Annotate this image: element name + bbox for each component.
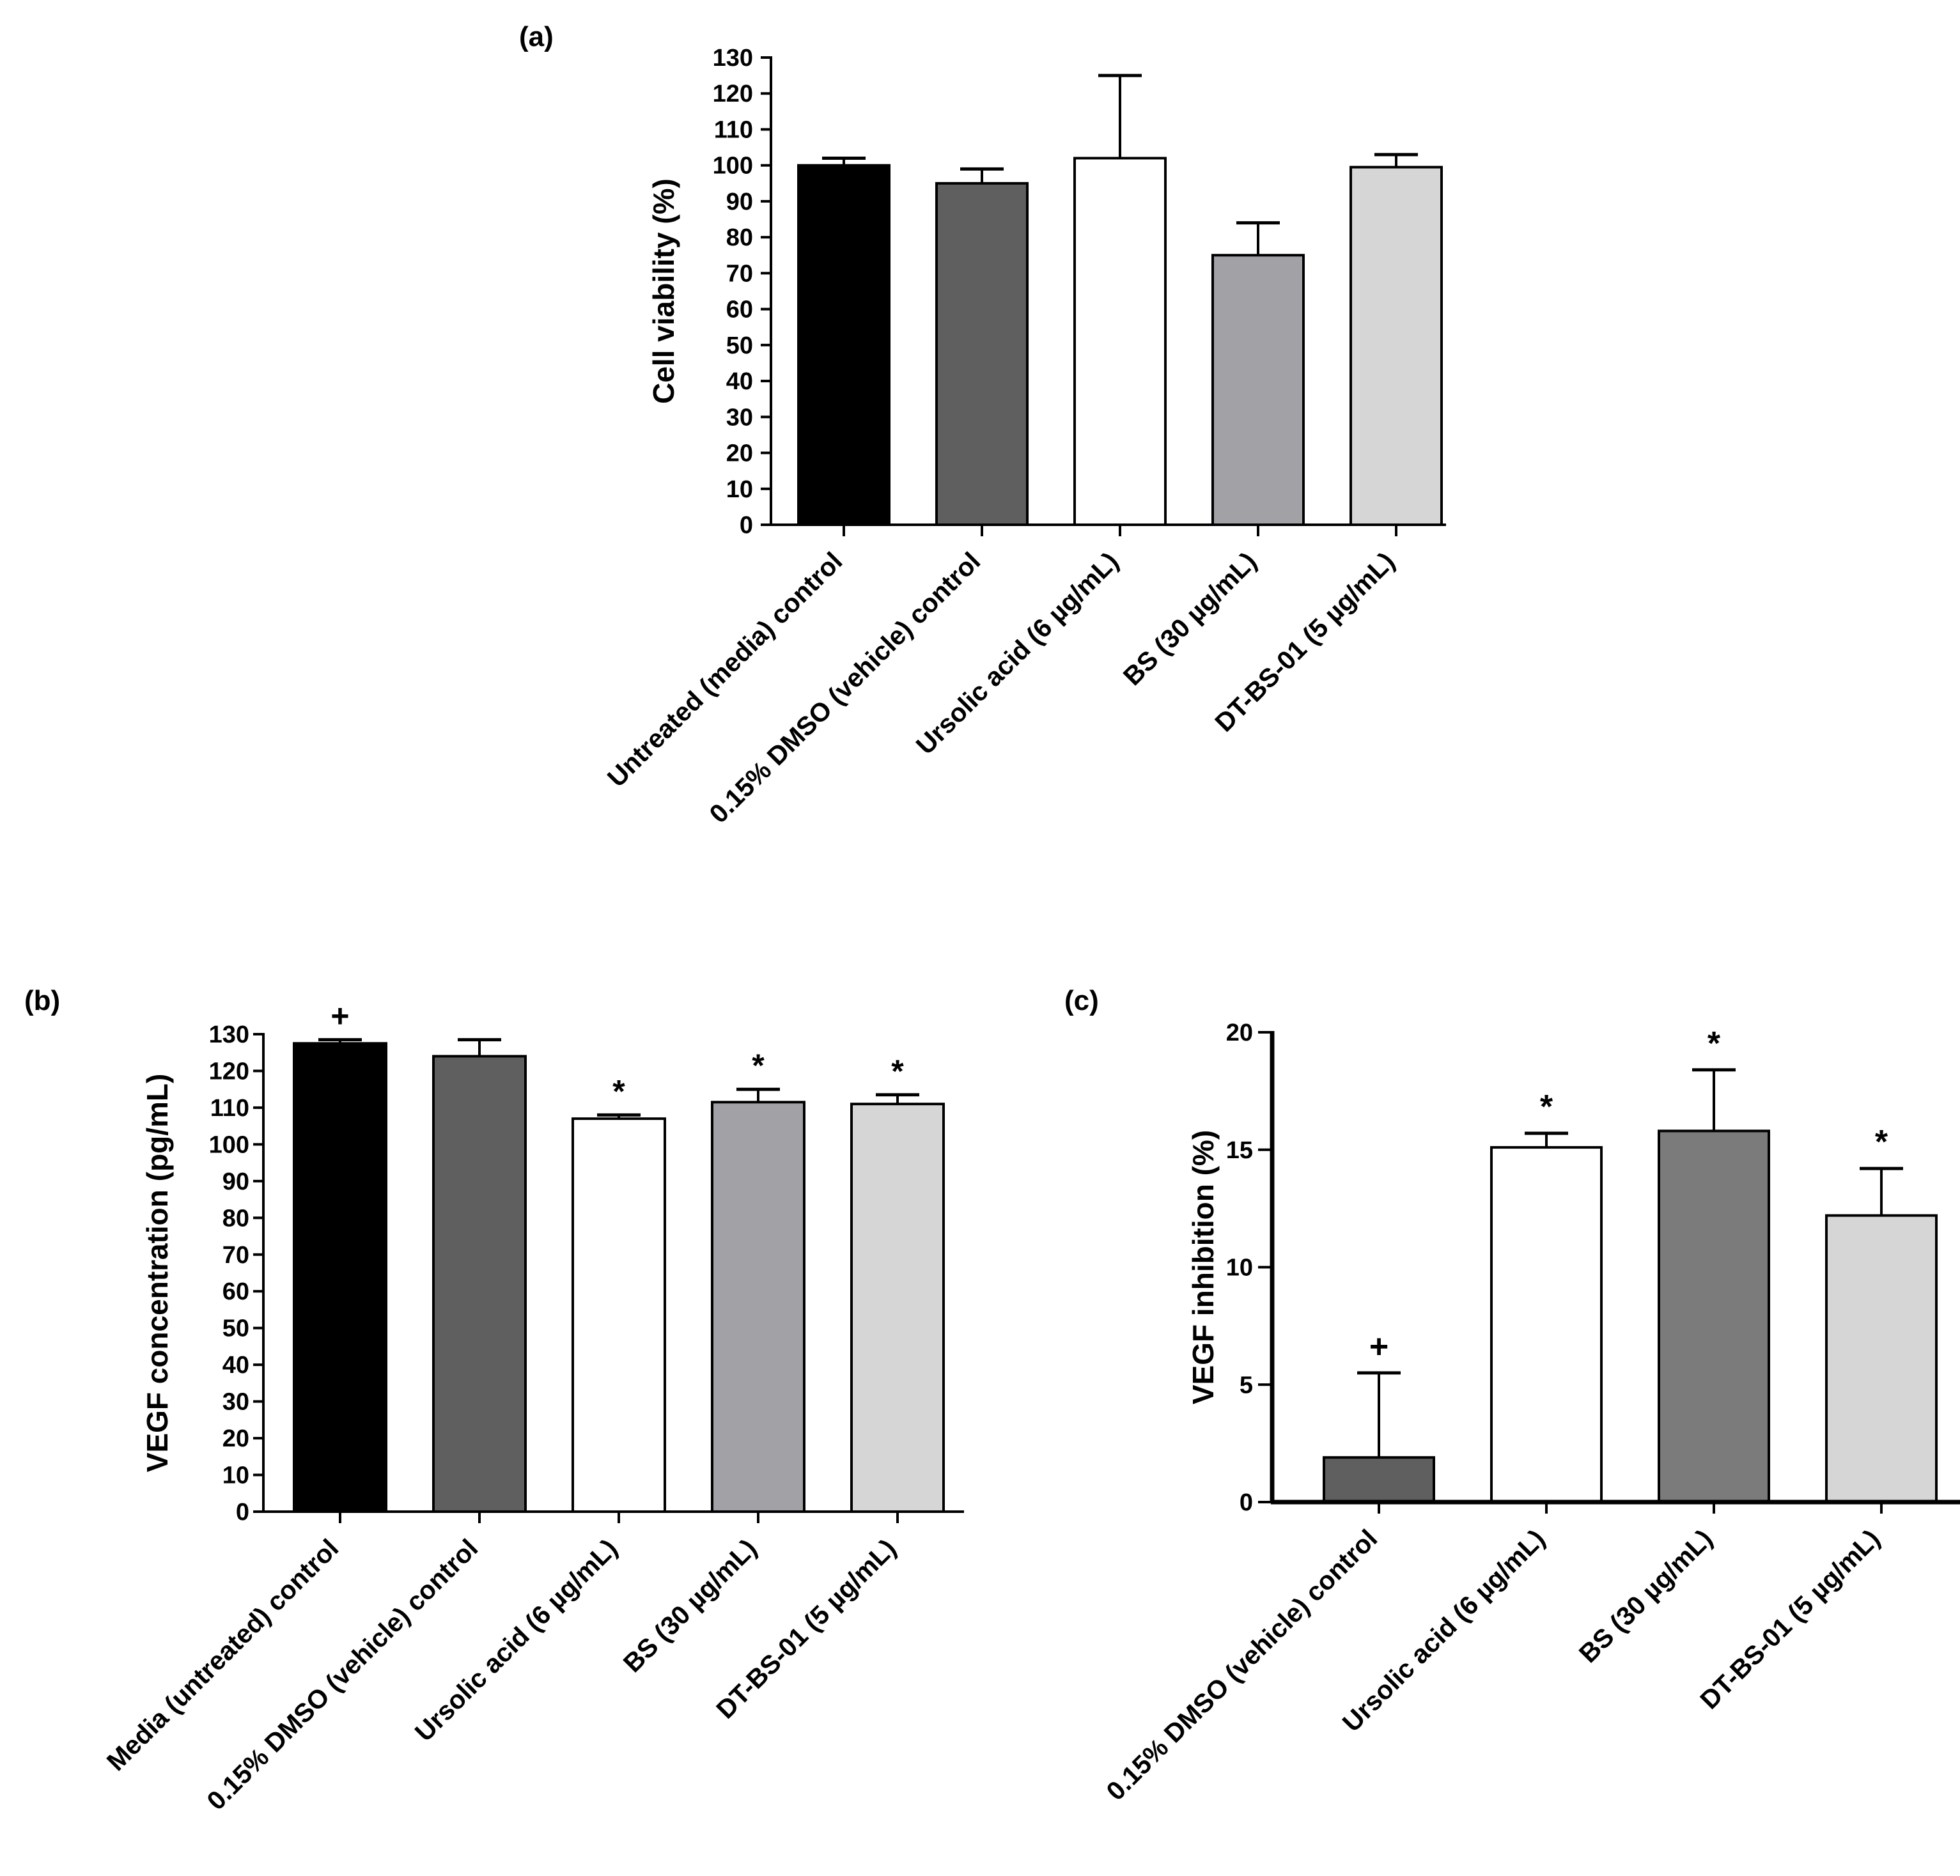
panel-letter: (b) [24,985,60,1016]
y-tick-label: 10 [726,476,753,503]
bar [1073,157,1167,526]
y-tick-label: 110 [210,1095,249,1122]
y-tick-label: 15 [1226,1137,1253,1164]
x-category-label: BS (30 µg/mL) [1573,1524,1718,1668]
x-category-label: BS (30 µg/mL) [618,1533,762,1678]
panel-b-chart: (b) + * * * 0 10 20 30 40 50 60 70 80 90 100 110 120 130 Me… [24,985,964,1816]
bar [935,182,1029,526]
y-tick-label: 40 [726,368,753,395]
x-category-label: DT-BS-01 (5 µg/mL) [1694,1524,1885,1715]
y-tick-label: 100 [209,1131,249,1158]
y-tick-label: 120 [209,1058,249,1085]
y-tick-label: 80 [726,224,753,251]
bar [1490,1146,1603,1503]
bar [432,1055,527,1513]
y-tick-label: 20 [222,1425,249,1452]
bar [711,1101,805,1513]
y-tick-label: 60 [222,1278,249,1305]
y-tick-label: 60 [726,297,753,323]
y-tick-label: 110 [714,116,753,143]
x-category-label: 0.15% DMSO (vehicle) control [1101,1524,1383,1806]
y-tick-label: 30 [222,1389,249,1416]
y-tick-label: 90 [726,189,753,215]
x-category-label: Untreated (media) control [602,547,848,793]
panel-letter: (c) [1064,985,1099,1016]
panel-a-chart: (a) 0 10 20 30 40 50 60 70 80 90 100 110 120 130 Untrea… [519,21,1446,829]
y-tick-label: 50 [222,1315,249,1342]
y-axis-label: Cell viability (%) [647,178,680,404]
significance-mark: * [1707,1025,1721,1062]
y-tick-label: 130 [713,45,753,72]
bar [797,164,891,526]
panel-c-chart: (c) + * * * 0 5 10 15 20 0.15% DMSO (vehicle) cont… [1064,985,1960,1806]
x-category-label: 0.15% DMSO (vehicle) control [201,1533,484,1816]
bar [572,1117,666,1513]
significance-mark: * [1540,1089,1553,1126]
y-tick-label: 0 [1240,1489,1253,1516]
bar [1349,166,1443,526]
significance-mark: * [891,1053,904,1089]
significance-mark: + [1369,1328,1388,1365]
bar [1825,1214,1938,1504]
significance-mark: + [331,998,349,1034]
y-tick-label: 50 [726,332,753,359]
panel-letter: (a) [519,21,554,52]
bar [293,1042,387,1513]
y-tick-label: 120 [713,81,753,107]
bar [1211,254,1305,526]
y-tick-label: 30 [726,404,753,431]
bar [850,1103,945,1513]
y-tick-label: 0 [740,512,753,539]
x-category-label: Media (untreated) control [101,1533,344,1776]
y-tick-label: 5 [1240,1372,1253,1399]
y-tick-label: 70 [726,260,753,287]
y-axis-label: VEGF inhibition (%) [1186,1130,1220,1404]
y-axis-label: VEGF concentration (pg/mL) [141,1074,174,1473]
y-tick-label: 40 [222,1352,249,1379]
significance-mark: * [1875,1124,1888,1161]
y-tick-label: 10 [1226,1255,1253,1282]
y-tick-label: 90 [222,1168,249,1195]
y-tick-label: 100 [713,153,753,180]
x-category-label: BS (30 µg/mL) [1117,547,1262,691]
y-tick-label: 130 [209,1021,249,1048]
y-tick-label: 20 [1226,1019,1253,1046]
significance-mark: * [612,1073,625,1109]
y-tick-label: 70 [222,1242,249,1269]
bar [1658,1129,1770,1503]
y-tick-label: 80 [222,1205,249,1232]
significance-mark: * [752,1048,765,1083]
y-tick-label: 10 [222,1462,249,1489]
bar [1323,1456,1435,1504]
y-tick-label: 20 [726,440,753,467]
y-tick-label: 0 [236,1499,249,1526]
x-category-label: 0.15% DMSO (vehicle) control [704,547,986,829]
